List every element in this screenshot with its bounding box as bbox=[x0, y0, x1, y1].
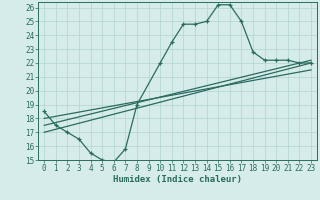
X-axis label: Humidex (Indice chaleur): Humidex (Indice chaleur) bbox=[113, 175, 242, 184]
